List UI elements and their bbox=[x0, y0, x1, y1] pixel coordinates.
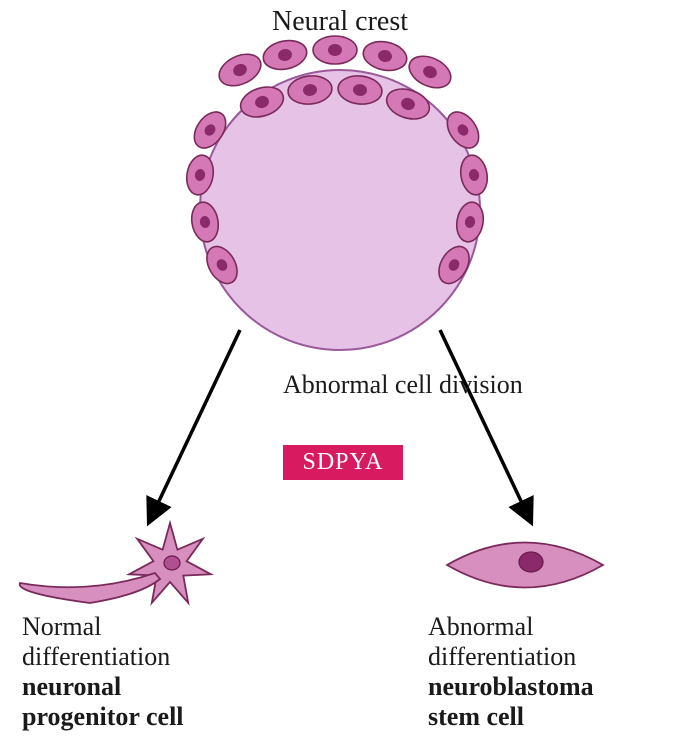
arrow-left bbox=[150, 330, 240, 520]
caption-left: Normal differentiation neuronal progenit… bbox=[22, 612, 184, 732]
caption-right-l2: differentiation bbox=[428, 642, 594, 672]
caption-left-l1: Normal bbox=[22, 612, 184, 642]
label-abnormal-division: Abnormal cell division bbox=[283, 370, 523, 400]
badge-sdpya: SDPYA bbox=[283, 445, 403, 480]
crest-cell bbox=[214, 48, 266, 92]
neuronal-progenitor-axon bbox=[20, 573, 160, 603]
neuroblastoma-nucleus bbox=[519, 552, 543, 572]
caption-left-l3: neuronal bbox=[22, 672, 184, 702]
label-abnormal-line1: Abnormal bbox=[283, 370, 388, 399]
title-neural-crest: Neural crest bbox=[0, 6, 680, 38]
caption-right-l3: neuroblastoma bbox=[428, 672, 594, 702]
crest-cell bbox=[361, 38, 410, 75]
crest-cell bbox=[313, 36, 357, 64]
caption-left-l2: differentiation bbox=[22, 642, 184, 672]
label-abnormal-line2: cell division bbox=[395, 370, 523, 399]
caption-left-l4: progenitor cell bbox=[22, 702, 184, 732]
neuronal-progenitor-nucleus bbox=[164, 556, 180, 570]
arrow-right bbox=[440, 330, 530, 520]
caption-right-l4: stem cell bbox=[428, 702, 594, 732]
caption-right-l1: Abnormal bbox=[428, 612, 594, 642]
caption-right: Abnormal differentiation neuroblastoma s… bbox=[428, 612, 594, 732]
crest-cell bbox=[261, 37, 310, 74]
diagram-stage: Neural crest Abnormal cell division SDPY… bbox=[0, 0, 680, 737]
crest-cell bbox=[404, 50, 456, 94]
